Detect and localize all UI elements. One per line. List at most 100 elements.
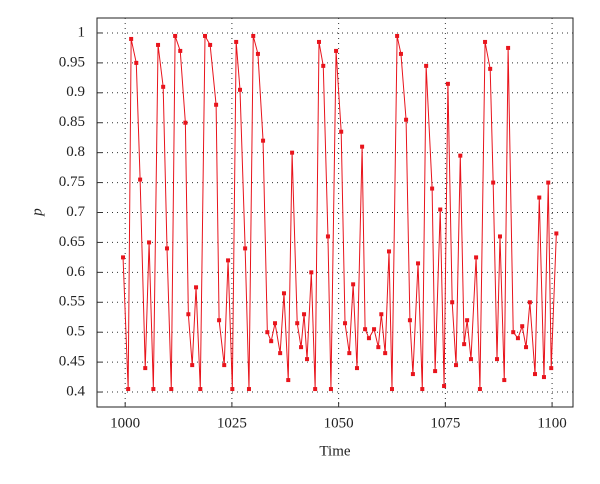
point-marker (313, 387, 318, 392)
point-marker (269, 339, 274, 344)
point-marker (524, 345, 529, 350)
y-axis-label: p (29, 208, 45, 217)
point-marker (217, 318, 222, 323)
point-marker (281, 291, 286, 296)
point-marker (325, 234, 330, 239)
point-marker (404, 117, 409, 122)
y-tick-label: 0.4 (66, 383, 85, 399)
point-marker (387, 249, 392, 254)
point-marker (186, 312, 191, 317)
point-marker (169, 387, 174, 392)
y-tick-label: 0.85 (59, 114, 85, 130)
point-marker (309, 270, 314, 275)
point-marker (243, 246, 248, 251)
point-marker (546, 180, 551, 185)
point-marker (305, 357, 310, 362)
point-marker (295, 321, 300, 326)
point-marker (226, 258, 231, 263)
point-marker (458, 153, 463, 158)
point-marker (360, 144, 365, 149)
point-marker (454, 363, 459, 368)
point-marker (366, 336, 371, 341)
point-marker (483, 39, 488, 44)
series-line (122, 34, 557, 390)
y-tick-label: 0.6 (66, 264, 85, 280)
point-marker (477, 387, 482, 392)
point-marker (183, 120, 188, 125)
point-marker (430, 186, 435, 191)
point-marker (474, 255, 479, 260)
y-tick-label: 0.7 (66, 204, 85, 220)
point-marker (214, 102, 219, 107)
point-marker (442, 384, 447, 389)
point-marker (554, 231, 559, 236)
point-marker (334, 48, 339, 53)
point-marker (234, 39, 239, 44)
point-marker (468, 357, 473, 362)
plot-frame (96, 17, 574, 408)
point-marker (147, 240, 152, 245)
point-marker (328, 387, 333, 392)
point-marker (363, 327, 368, 332)
point-marker (495, 357, 500, 362)
point-marker (351, 282, 356, 287)
point-marker (321, 63, 326, 68)
point-marker (316, 39, 321, 44)
point-marker (376, 345, 381, 350)
point-marker (161, 84, 166, 89)
point-marker (222, 363, 227, 368)
point-marker (354, 366, 359, 371)
point-marker (420, 387, 425, 392)
point-marker (278, 351, 283, 356)
point-marker (407, 318, 412, 323)
point-marker (424, 63, 429, 68)
point-marker (230, 387, 235, 392)
point-marker (302, 312, 307, 317)
y-tick-label: 0.65 (59, 234, 85, 250)
point-marker (339, 129, 344, 134)
y-tick-label: 1 (78, 24, 86, 40)
point-marker (410, 372, 415, 377)
point-marker (506, 45, 511, 50)
point-marker (383, 351, 388, 356)
x-tick-label: 1075 (430, 415, 460, 431)
y-tick-label: 0.5 (66, 324, 85, 340)
x-tick-label: 1100 (537, 415, 566, 431)
y-tick-label: 0.95 (59, 54, 85, 70)
point-marker (343, 321, 348, 326)
point-marker (537, 195, 542, 200)
point-marker (286, 378, 291, 383)
point-marker (299, 345, 304, 350)
point-marker (173, 33, 178, 38)
point-marker (143, 366, 148, 371)
point-marker (203, 33, 208, 38)
point-marker (121, 255, 126, 260)
point-marker (541, 375, 546, 380)
point-marker (520, 324, 525, 329)
point-marker (527, 300, 532, 305)
point-marker (462, 342, 467, 347)
point-marker (261, 138, 266, 143)
x-tick-label: 1025 (217, 415, 247, 431)
point-marker (194, 285, 199, 290)
point-marker (290, 150, 295, 155)
point-marker (445, 81, 450, 86)
point-marker (372, 327, 377, 332)
point-marker (502, 378, 507, 383)
point-marker (488, 66, 493, 71)
y-tick-label: 0.45 (59, 354, 85, 370)
point-marker (178, 48, 183, 53)
point-marker (156, 42, 161, 47)
y-tick-label: 0.75 (59, 174, 85, 190)
point-marker (151, 387, 156, 392)
point-marker (273, 321, 278, 326)
point-marker (246, 387, 251, 392)
point-marker (497, 234, 502, 239)
y-tick-label: 0.9 (66, 84, 85, 100)
point-marker (238, 87, 243, 92)
point-marker (165, 246, 170, 251)
point-marker (134, 60, 139, 65)
point-marker (347, 351, 352, 356)
point-marker (450, 300, 455, 305)
